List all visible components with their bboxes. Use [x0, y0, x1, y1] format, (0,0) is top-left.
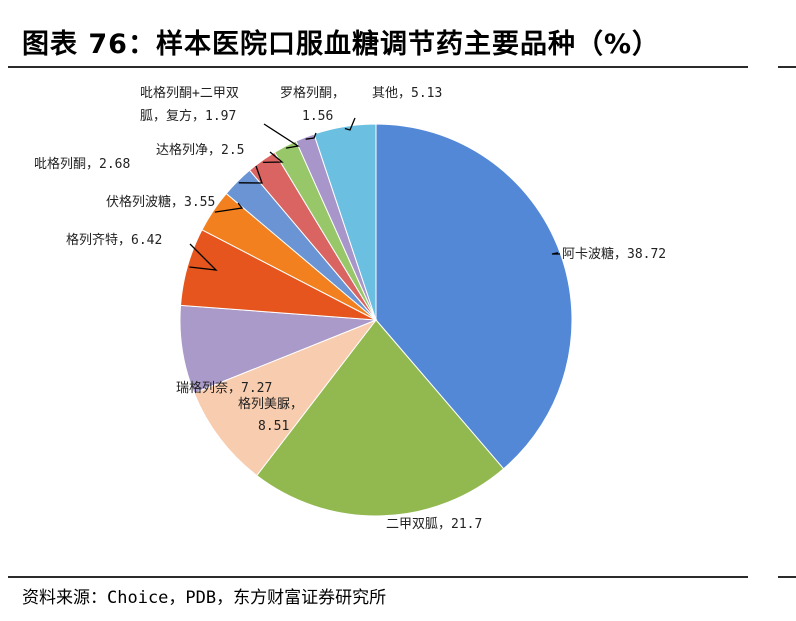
pie-slice	[375, 123, 573, 470]
data-label: 胍，复方，1.97	[140, 108, 236, 124]
leader-line	[214, 202, 244, 213]
leader-line	[305, 132, 317, 140]
pie-slice	[193, 318, 378, 477]
data-label: 二甲双胍，21.7	[386, 517, 482, 532]
page-title: 图表 76：样本医院口服血糖调节药主要品种（%）	[22, 29, 661, 60]
data-label: 阿卡波糖，38.72	[562, 246, 666, 262]
data-label: 1.56	[302, 109, 333, 124]
data-label: 其他，5.13	[372, 86, 442, 101]
data-labels: 阿卡波糖，38.72 二甲双胍，21.7 格列美脲， 8.51 瑞格列奈，7.27 格列齐…	[34, 85, 666, 532]
leader-line	[551, 252, 560, 255]
leader-line	[262, 151, 284, 164]
data-label: 罗格列酮，	[280, 85, 345, 101]
top-divider-right	[778, 66, 796, 68]
data-label: 格列美脲，	[238, 396, 303, 412]
pie-slices	[179, 123, 573, 517]
data-label: 达格列净，2.5	[156, 142, 244, 158]
leader-line	[263, 123, 300, 149]
data-label: 伏格列波糖，3.55	[106, 194, 215, 210]
data-label: 8.51	[258, 419, 289, 434]
pie-slice	[256, 319, 505, 517]
top-divider	[8, 66, 748, 68]
leader-line	[189, 243, 218, 271]
pie-slice	[313, 123, 377, 321]
leader-lines	[189, 117, 560, 271]
leader-line	[238, 165, 263, 184]
data-label: 瑞格列奈，7.27	[176, 380, 272, 396]
data-label: 格列齐特，6.42	[66, 232, 162, 248]
data-label: 吡格列酮+二甲双	[140, 85, 239, 101]
bottom-divider	[8, 576, 748, 578]
source-note: 资料来源：Choice，PDB，东方财富证券研究所	[22, 588, 387, 608]
bottom-divider-right	[778, 576, 796, 578]
data-label: 吡格列酮，2.68	[34, 156, 130, 172]
leader-line	[344, 117, 356, 131]
